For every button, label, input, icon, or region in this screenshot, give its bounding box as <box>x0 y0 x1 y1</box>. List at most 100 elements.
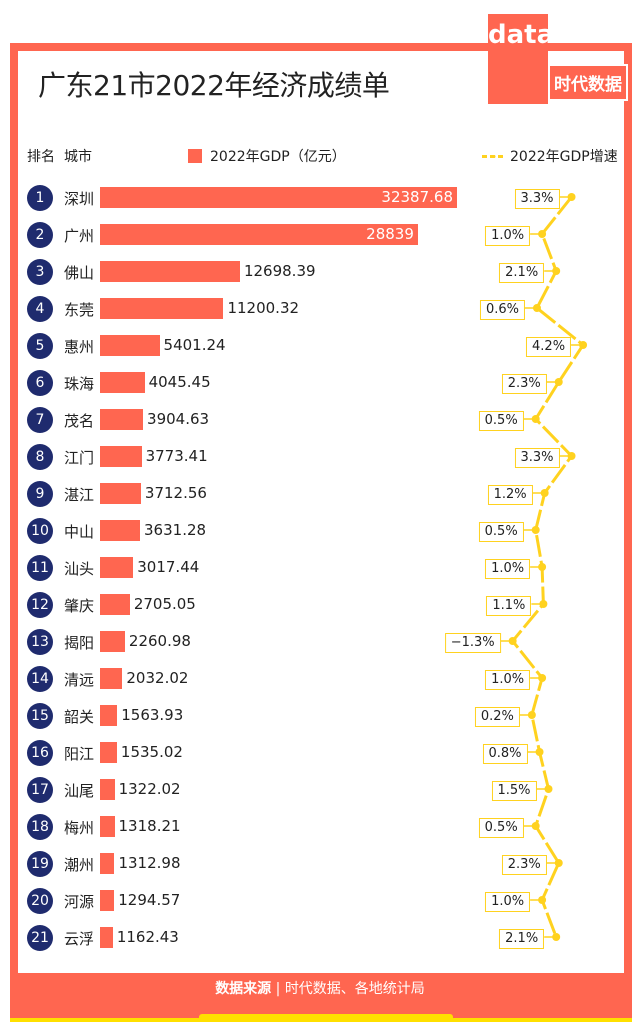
gdp-bar <box>100 335 160 356</box>
gdp-bar <box>100 557 134 578</box>
gdp-value-label: 1294.57 <box>118 891 181 909</box>
city-name: 肇庆 <box>64 597 95 615</box>
legend-gdp: 2022年GDP（亿元） <box>210 149 346 165</box>
city-name: 江门 <box>64 449 95 467</box>
gdp-bar <box>100 779 115 800</box>
footer-tab <box>199 1014 453 1022</box>
rank-badge: 16 <box>27 740 53 766</box>
rank-badge: 7 <box>27 407 53 433</box>
rank-badge: 11 <box>27 555 53 581</box>
gdp-bar <box>100 409 144 430</box>
city-name: 阳江 <box>64 745 95 763</box>
growth-value-label: 1.0% <box>485 892 531 912</box>
city-name: 汕头 <box>64 560 95 578</box>
gdp-value-label: 12698.39 <box>243 262 316 280</box>
gdp-value-label: 1312.98 <box>118 854 181 872</box>
city-row: 14 清远 2032.02 1.0% <box>0 663 640 693</box>
rank-badge: 19 <box>27 851 53 877</box>
growth-value-label: 1.1% <box>486 596 532 616</box>
gdp-bar <box>100 298 224 319</box>
growth-value-label: 3.3% <box>514 189 560 209</box>
logo-word: data <box>488 14 554 104</box>
gdp-bar <box>100 890 115 911</box>
growth-value-label: 0.5% <box>478 522 524 542</box>
rank-badge: 15 <box>27 703 53 729</box>
footer-label: 数据来源 <box>215 981 272 997</box>
city-row: 3 佛山 12698.39 2.1% <box>0 256 640 286</box>
city-row: 13 揭阳 2260.98 −1.3% <box>0 626 640 656</box>
gdp-value-label: 4045.45 <box>148 373 211 391</box>
growth-value-label: −1.3% <box>444 633 501 653</box>
rank-badge: 6 <box>27 370 53 396</box>
growth-value-label: 2.3% <box>501 374 547 394</box>
rank-badge: 1 <box>27 185 53 211</box>
city-row: 5 惠州 5401.24 4.2% <box>0 330 640 360</box>
city-name: 河源 <box>64 893 95 911</box>
header-rank: 排名 <box>27 149 55 165</box>
city-name: 汕尾 <box>64 782 95 800</box>
city-name: 云浮 <box>64 930 95 948</box>
city-row: 1 深圳 32387.68 3.3% <box>0 182 640 212</box>
gdp-value-label: 1563.93 <box>121 706 184 724</box>
rank-badge: 20 <box>27 888 53 914</box>
gdp-bar <box>100 668 123 689</box>
city-row: 8 江门 3773.41 3.3% <box>0 441 640 471</box>
logo-cn: 时代数据 <box>548 64 628 101</box>
city-row: 17 汕尾 1322.02 1.5% <box>0 774 640 804</box>
rank-badge: 12 <box>27 592 53 618</box>
gdp-value-label: 1535.02 <box>120 743 183 761</box>
rank-badge: 18 <box>27 814 53 840</box>
gdp-bar <box>100 705 118 726</box>
growth-value-label: 1.2% <box>487 485 533 505</box>
gdp-value-label: 3904.63 <box>147 410 210 428</box>
growth-value-label: 0.5% <box>478 411 524 431</box>
gdp-value-label: 32387.68 <box>381 188 453 206</box>
gdp-value-label: 2032.02 <box>126 669 189 687</box>
city-row: 12 肇庆 2705.05 1.1% <box>0 589 640 619</box>
city-name: 广州 <box>64 227 95 245</box>
city-name: 深圳 <box>64 190 95 208</box>
rank-badge: 2 <box>27 222 53 248</box>
footer-sep: | <box>275 981 281 997</box>
gdp-value-label: 1318.21 <box>118 817 181 835</box>
city-name: 中山 <box>64 523 95 541</box>
growth-value-label: 0.5% <box>478 818 524 838</box>
city-name: 佛山 <box>64 264 95 282</box>
city-name: 清远 <box>64 671 95 689</box>
gdp-bar <box>100 446 142 467</box>
city-row: 15 韶关 1563.93 0.2% <box>0 700 640 730</box>
gdp-bar <box>100 816 115 837</box>
growth-value-label: 2.1% <box>499 263 545 283</box>
legend-line-swatch <box>482 155 506 158</box>
growth-value-label: 1.0% <box>485 226 531 246</box>
city-row: 21 云浮 1162.43 2.1% <box>0 922 640 952</box>
city-name: 珠海 <box>64 375 95 393</box>
city-name: 茂名 <box>64 412 95 430</box>
rank-badge: 13 <box>27 629 53 655</box>
gdp-value-label: 11200.32 <box>227 299 300 317</box>
gdp-bar <box>100 224 418 245</box>
footer: 数据来源 | 时代数据、各地统计局 <box>0 978 640 998</box>
growth-value-label: 4.2% <box>526 337 572 357</box>
growth-value-label: 0.6% <box>479 300 525 320</box>
gdp-value-label: 3773.41 <box>145 447 208 465</box>
rank-badge: 10 <box>27 518 53 544</box>
city-name: 潮州 <box>64 856 95 874</box>
legend-bar-swatch <box>188 149 202 163</box>
rank-badge: 8 <box>27 444 53 470</box>
city-name: 东莞 <box>64 301 95 319</box>
footer-source: 时代数据、各地统计局 <box>284 981 425 997</box>
rank-badge: 9 <box>27 481 53 507</box>
gdp-bar <box>100 187 457 208</box>
growth-value-label: 0.2% <box>474 707 520 727</box>
gdp-bar <box>100 631 125 652</box>
growth-value-label: 2.3% <box>501 855 547 875</box>
rank-badge: 3 <box>27 259 53 285</box>
gdp-bar <box>100 261 240 282</box>
growth-value-label: 1.0% <box>485 559 531 579</box>
gdp-bar <box>100 483 141 504</box>
rank-badge: 5 <box>27 333 53 359</box>
city-row: 16 阳江 1535.02 0.8% <box>0 737 640 767</box>
rank-badge: 4 <box>27 296 53 322</box>
legend-growth: 2022年GDP增速 <box>510 149 618 165</box>
